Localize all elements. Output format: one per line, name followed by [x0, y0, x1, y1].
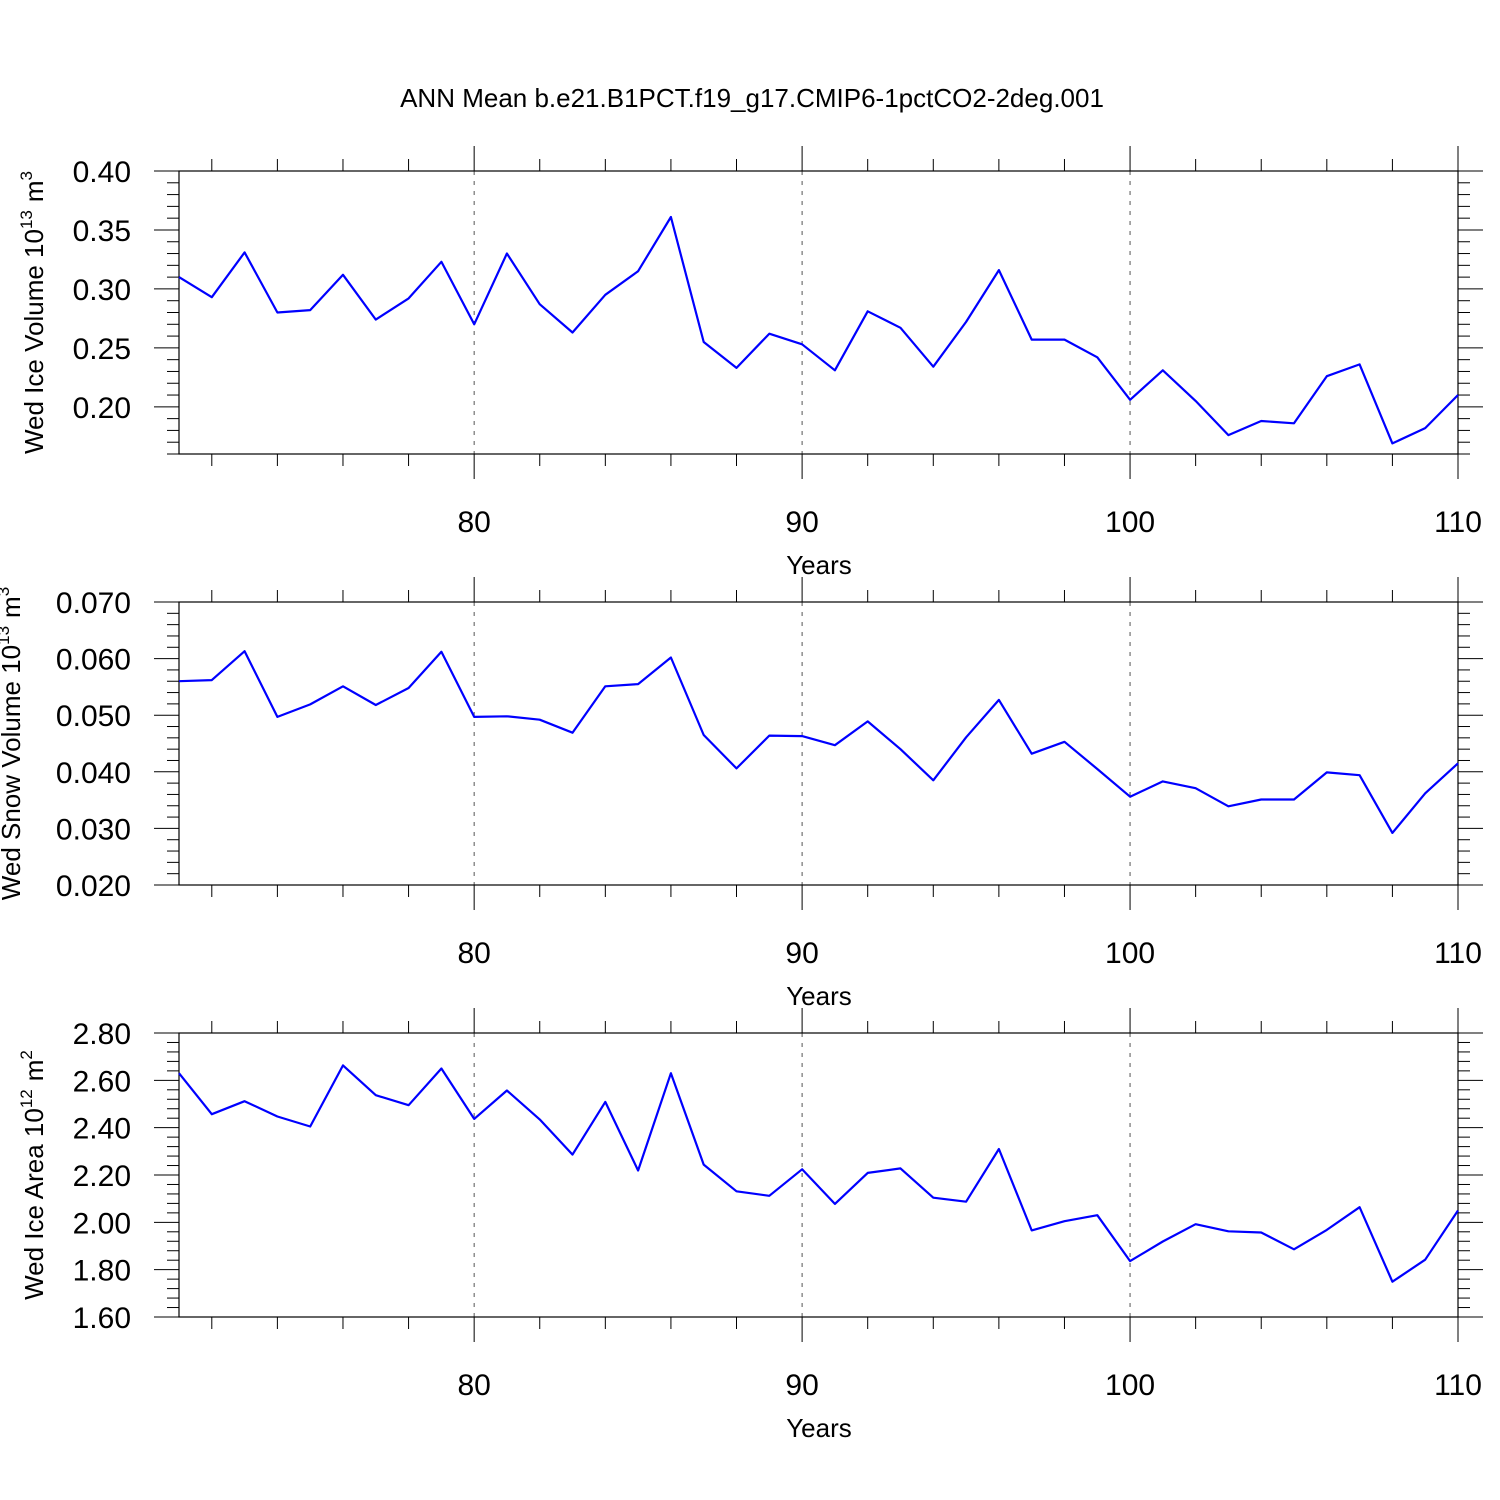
y-tick-label: 0.030: [56, 813, 131, 846]
x-tick-label: 80: [457, 1369, 490, 1402]
x-tick-label: 100: [1105, 937, 1155, 970]
y-tick-label: 2.60: [73, 1065, 131, 1098]
plot-frame: [178, 601, 1459, 886]
y-tick-label: 2.80: [73, 1018, 131, 1051]
y-tick-label: 1.80: [73, 1255, 131, 1288]
y-tick-label: 0.30: [73, 274, 131, 307]
x-axis-title: Years: [786, 550, 852, 580]
y-axis-title-exponent: 13: [17, 210, 36, 229]
x-axis-title: Years: [786, 981, 852, 1011]
y-axis-title-unit: m: [19, 180, 49, 202]
y-tick-label: 0.25: [73, 333, 131, 366]
series-line: [178, 215, 1459, 445]
y-axis-title-unit: m: [19, 1060, 49, 1082]
y-tick-label: 2.00: [73, 1207, 131, 1240]
series-line: [178, 650, 1459, 835]
y-axis-title-unit-exponent: 2: [17, 1050, 36, 1059]
y-tick-label: 0.35: [73, 215, 131, 248]
y-tick-label: 0.050: [56, 700, 131, 733]
y-axis-title-unit-exponent: 3: [17, 171, 36, 180]
y-axis-title-text: Wed Snow Volume 10: [0, 645, 26, 900]
y-tick-label: 0.060: [56, 644, 131, 677]
y-tick-label: 0.040: [56, 757, 131, 790]
x-tick-label: 90: [785, 937, 818, 970]
y-axis-title-exponent: 12: [17, 1089, 36, 1108]
y-axis-title: Wed Snow Volume 1013 m3: [0, 587, 26, 900]
series-line: [178, 1064, 1459, 1283]
x-axis-title: Years: [786, 1413, 852, 1443]
x-tick-label: 100: [1105, 1369, 1155, 1402]
plot-frame: [178, 1032, 1459, 1318]
y-axis-title: Wed Ice Volume 1013 m3: [17, 171, 49, 454]
y-tick-label: 2.20: [73, 1160, 131, 1193]
y-tick-label: 0.020: [56, 870, 131, 903]
y-axis-title-unit-exponent: 3: [0, 587, 13, 596]
chart-title: ANN Mean b.e21.B1PCT.f19_g17.CMIP6-1pctC…: [400, 83, 1104, 113]
x-tick-label: 80: [457, 937, 490, 970]
y-tick-label: 1.60: [73, 1302, 131, 1335]
x-tick-label: 110: [1434, 506, 1482, 539]
y-axis-title-unit: m: [0, 596, 26, 618]
panel-3: 2.80 2.60 2.40 2.20 2.00 1.80 1.60 80 90 100 110 Ye…: [17, 1008, 1483, 1443]
x-tick-label: 90: [785, 1369, 818, 1402]
y-axis-title: Wed Ice Area 1012 m2: [17, 1050, 49, 1300]
x-tick-label: 100: [1105, 506, 1155, 539]
x-tick-label: 90: [785, 506, 818, 539]
y-tick-label: 0.40: [73, 156, 131, 189]
panel-1: 0.40 0.35 0.30 0.25 0.20 80 90 100 110 Years Wed I…: [17, 146, 1483, 580]
panel-2: 0.070 0.060 0.050 0.040 0.030 0.020 80 90 100 110…: [0, 577, 1483, 1011]
y-tick-label: 0.20: [73, 392, 131, 425]
x-tick-label: 80: [457, 506, 490, 539]
y-tick-label: 2.40: [73, 1113, 131, 1146]
panels: 0.40 0.35 0.30 0.25 0.20 80 90 100 110 Years Wed I…: [0, 146, 1483, 1443]
y-tick-label: 0.070: [56, 587, 131, 620]
x-tick-label: 110: [1434, 1369, 1482, 1402]
x-tick-label: 110: [1434, 937, 1482, 970]
y-axis-title-text: Wed Ice Area 10: [19, 1108, 49, 1300]
y-axis-title-exponent: 13: [0, 626, 13, 645]
y-axis-title-text: Wed Ice Volume 10: [19, 229, 49, 454]
